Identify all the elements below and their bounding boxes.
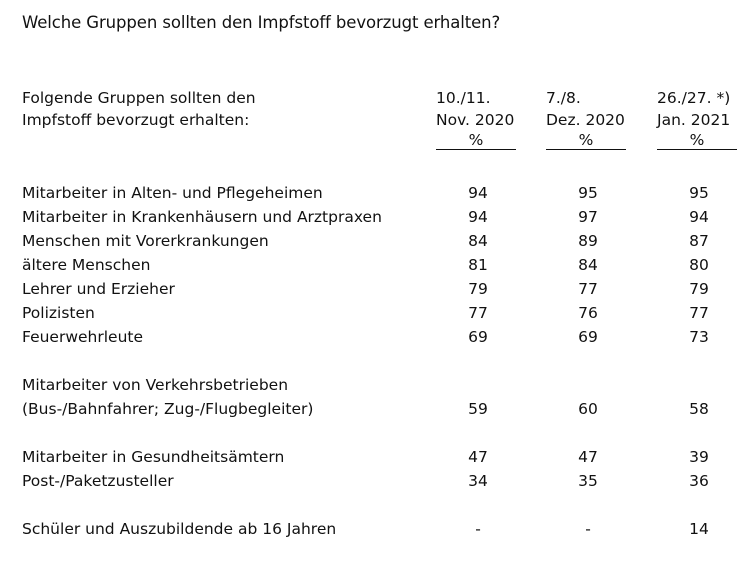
cell-value: -: [585, 520, 591, 538]
column-header-unit: %: [546, 131, 626, 150]
cell-value: 80: [689, 256, 709, 274]
column-header-date: 10./11.: [436, 89, 491, 107]
row-header: Folgende Gruppen sollten den Impfstoff b…: [22, 87, 256, 131]
cell-value: 69: [468, 328, 488, 346]
row-label: Lehrer und Erzieher: [22, 280, 175, 298]
cell-value: 95: [689, 184, 709, 202]
column-header-date: 26./27. *): [657, 89, 731, 107]
cell-value: 69: [578, 328, 598, 346]
column-header-1: 10./11. Nov. 2020%: [436, 87, 546, 150]
cell-value: 76: [578, 304, 598, 322]
cell-value: 79: [468, 280, 488, 298]
row-header-line-1: Folgende Gruppen sollten den: [22, 89, 256, 107]
column-header-month: Nov. 2020: [436, 111, 515, 129]
cell-value: 36: [689, 472, 709, 490]
row-label: Menschen mit Vorerkrankungen: [22, 232, 269, 250]
column-header-month: Jan. 2021: [657, 111, 731, 129]
cell-value: 77: [689, 304, 709, 322]
cell-value: 87: [689, 232, 709, 250]
cell-value: 95: [578, 184, 598, 202]
cell-value: 59: [468, 400, 488, 418]
cell-value: 89: [578, 232, 598, 250]
cell-value: 94: [689, 208, 709, 226]
column-header-date: 7./8.: [546, 89, 581, 107]
row-label: Post-/Paketzusteller: [22, 472, 174, 490]
cell-value: 94: [468, 208, 488, 226]
chart-title: Welche Gruppen sollten den Impfstoff bev…: [22, 13, 501, 32]
cell-value: 14: [689, 520, 709, 538]
cell-value: 79: [689, 280, 709, 298]
row-label: (Bus-/Bahnfahrer; Zug-/Flugbegleiter): [22, 400, 314, 418]
row-label: ältere Menschen: [22, 256, 151, 274]
column-header-3: 26./27. *) Jan. 2021%: [657, 87, 750, 150]
row-label: Mitarbeiter in Krankenhäusern und Arztpr…: [22, 208, 382, 226]
cell-value: 94: [468, 184, 488, 202]
row-label: Mitarbeiter von Verkehrsbetrieben: [22, 376, 289, 394]
row-label: Mitarbeiter in Gesundheitsämtern: [22, 448, 285, 466]
cell-value: 77: [578, 280, 598, 298]
cell-value: 84: [468, 232, 488, 250]
cell-value: 73: [689, 328, 709, 346]
column-header-unit: %: [657, 131, 737, 150]
column-header-unit: %: [436, 131, 516, 150]
row-label: Polizisten: [22, 304, 95, 322]
cell-value: 97: [578, 208, 598, 226]
row-label: Schüler und Auszubildende ab 16 Jahren: [22, 520, 337, 538]
cell-value: 47: [468, 448, 488, 466]
cell-value: 34: [468, 472, 488, 490]
cell-value: 35: [578, 472, 598, 490]
cell-value: 58: [689, 400, 709, 418]
row-label: Mitarbeiter in Alten- und Pflegeheimen: [22, 184, 323, 202]
cell-value: 84: [578, 256, 598, 274]
column-header-month: Dez. 2020: [546, 111, 625, 129]
cell-value: 47: [578, 448, 598, 466]
cell-value: -: [475, 520, 481, 538]
cell-value: 39: [689, 448, 709, 466]
cell-value: 60: [578, 400, 598, 418]
row-label: Feuerwehrleute: [22, 328, 144, 346]
column-header-2: 7./8. Dez. 2020%: [546, 87, 656, 150]
row-header-line-2: Impfstoff bevorzugt erhalten:: [22, 111, 250, 129]
cell-value: 77: [468, 304, 488, 322]
cell-value: 81: [468, 256, 488, 274]
